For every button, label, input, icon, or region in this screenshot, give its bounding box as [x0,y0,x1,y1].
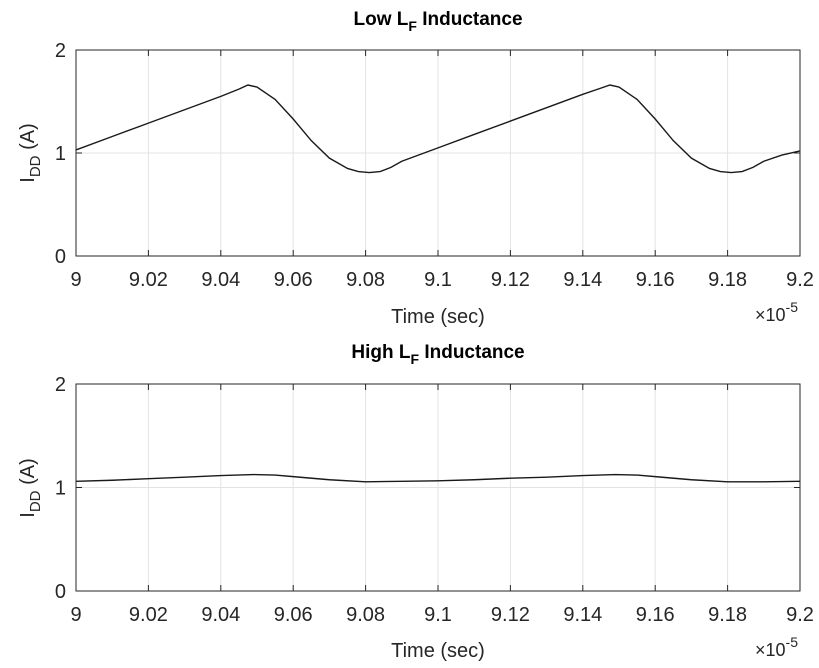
y-axis-label-rest: (A) [17,123,39,155]
chart-title-subscript: F [410,351,419,367]
chart-title-main: Low L [353,9,408,30]
y-axis-label-rest: (A) [17,458,39,490]
x-tick-label: 9.2 [786,604,814,626]
x-tick-label: 9.2 [786,269,814,291]
y-tick-label: 1 [55,143,66,165]
y-axis-label: IDD (A) [17,123,44,182]
x-axis-label: Time (sec) [391,640,485,662]
x-tick-label: 9.16 [636,604,675,626]
y-tick-label: 1 [55,478,66,500]
x-tick-label: 9.08 [346,604,385,626]
x-tick-label: 9.14 [563,604,602,626]
x-axis-exponent-power: -5 [786,299,799,315]
chart-title-subscript: F [408,18,417,34]
series-line [75,84,801,174]
chart-title-rest: Inductance [419,342,525,363]
chart-title-main: High L [351,342,410,363]
axes-box [75,49,801,257]
x-tick-label: 9.04 [201,604,240,626]
x-axis-exponent: ×10-5 [755,299,798,325]
y-axis-label-main: I [17,177,39,183]
x-tick-label: 9.18 [708,604,747,626]
axes-box [75,383,801,592]
x-tick-label: 9.1 [424,269,452,291]
chart-title: High LF Inductance [351,342,524,367]
chart-panel-1: 9 9.02 9.04 9.06 9.08 9.1 9.12 9.14 9.16 9.18 9.2 0… [17,9,814,328]
x-tick-label: 9.02 [129,269,168,291]
y-tick-label: 0 [55,581,66,603]
chart-panel-2: 9 9.02 9.04 9.06 9.08 9.1 9.12 9.14 9.16 9.18 9.2 0… [17,342,814,662]
x-tick-label: 9 [70,269,81,291]
x-axis-exponent: ×10-5 [755,634,798,660]
y-tick-label: 0 [55,246,66,268]
chart-title-rest: Inductance [417,9,523,30]
x-tick-label: 9.08 [346,269,385,291]
series-line [75,473,801,483]
x-tick-label: 9.12 [491,604,530,626]
x-tick-label: 9.1 [424,604,452,626]
x-axis-exponent-base: ×10 [755,640,786,660]
x-tick-label: 9.04 [201,269,240,291]
y-axis-label-subscript: DD [27,155,44,177]
y-tick-label: 2 [55,374,66,396]
x-tick-label: 9.16 [636,269,675,291]
x-tick-label: 9.06 [274,269,313,291]
x-tick-label: 9.02 [129,604,168,626]
y-axis-label-main: I [17,512,39,518]
x-axis-exponent-base: ×10 [755,305,786,325]
x-tick-label: 9.18 [708,269,747,291]
x-axis-label: Time (sec) [391,306,485,328]
x-axis-exponent-power: -5 [786,634,799,650]
x-tick-label: 9.14 [563,269,602,291]
chart-title: Low LF Inductance [353,9,522,34]
x-tick-label: 9.12 [491,269,530,291]
x-tick-label: 9 [70,604,81,626]
y-tick-label: 2 [55,40,66,62]
x-tick-label: 9.06 [274,604,313,626]
y-axis-label: IDD (A) [17,458,44,517]
y-axis-label-subscript: DD [27,490,44,512]
